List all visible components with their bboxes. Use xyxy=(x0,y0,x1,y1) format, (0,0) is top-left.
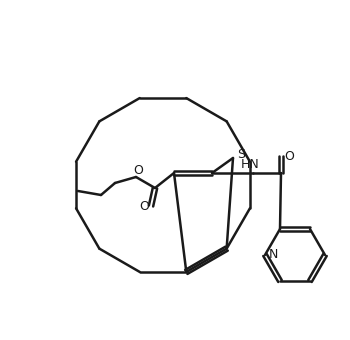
Text: HN: HN xyxy=(241,158,259,171)
Text: O: O xyxy=(139,201,149,214)
Text: N: N xyxy=(268,249,278,261)
Text: O: O xyxy=(133,165,143,177)
Text: S: S xyxy=(237,149,245,162)
Text: O: O xyxy=(284,150,294,163)
